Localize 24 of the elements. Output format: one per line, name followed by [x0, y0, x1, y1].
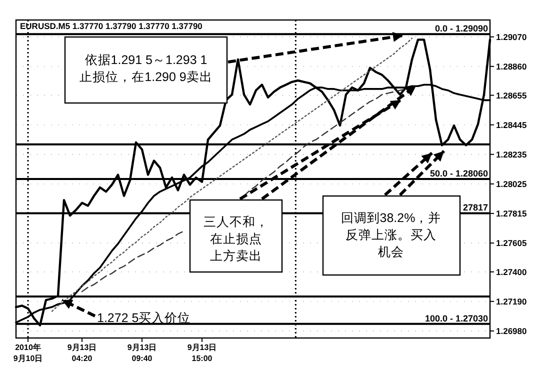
- annotation: 0.0 - 1.29090: [434, 24, 488, 34]
- x-tick-label: 9月13日 15:00: [187, 343, 217, 363]
- annotation: 100.0 - 1.27030: [424, 313, 488, 324]
- annotation: 27817: [462, 202, 488, 213]
- y-tick-label: 1.28235: [496, 149, 527, 160]
- y-tick-label: 1.26980: [496, 326, 527, 336]
- y-tick-label: 1.28860: [496, 61, 527, 72]
- y-tick-label: 1.28445: [496, 120, 527, 130]
- chart-title: EURUSD.M5 1.37770 1.37790 1.37770 1.37790: [20, 21, 203, 31]
- y-tick-label: 1.27605: [496, 238, 527, 248]
- y-tick-label: 1.29070: [496, 32, 527, 42]
- x-tick-label: 9月13日 04:20: [67, 343, 97, 363]
- y-tick-label: 1.27400: [496, 266, 527, 277]
- annotation: 三人不和，在止损点上方卖出: [204, 215, 268, 263]
- x-tick-label: 9月13日 09:40: [127, 343, 157, 363]
- y-tick-label: 1.27815: [496, 208, 527, 218]
- annotation: 1.272 5买入价位: [97, 311, 191, 325]
- annotation: 依据1.291 5～1.293 1 止损位，在1.290 9卖出: [80, 53, 212, 84]
- x-tick-label: 2010年 9月10日: [13, 343, 43, 363]
- annotation: 回调到38.2%，并反弹上涨。买入机会: [340, 211, 442, 259]
- y-tick-label: 1.27190: [496, 296, 527, 306]
- y-tick-label: 1.28025: [496, 178, 527, 189]
- annotation: 50.0 - 1.28060: [430, 168, 488, 178]
- y-tick-label: 1.28655: [496, 90, 527, 100]
